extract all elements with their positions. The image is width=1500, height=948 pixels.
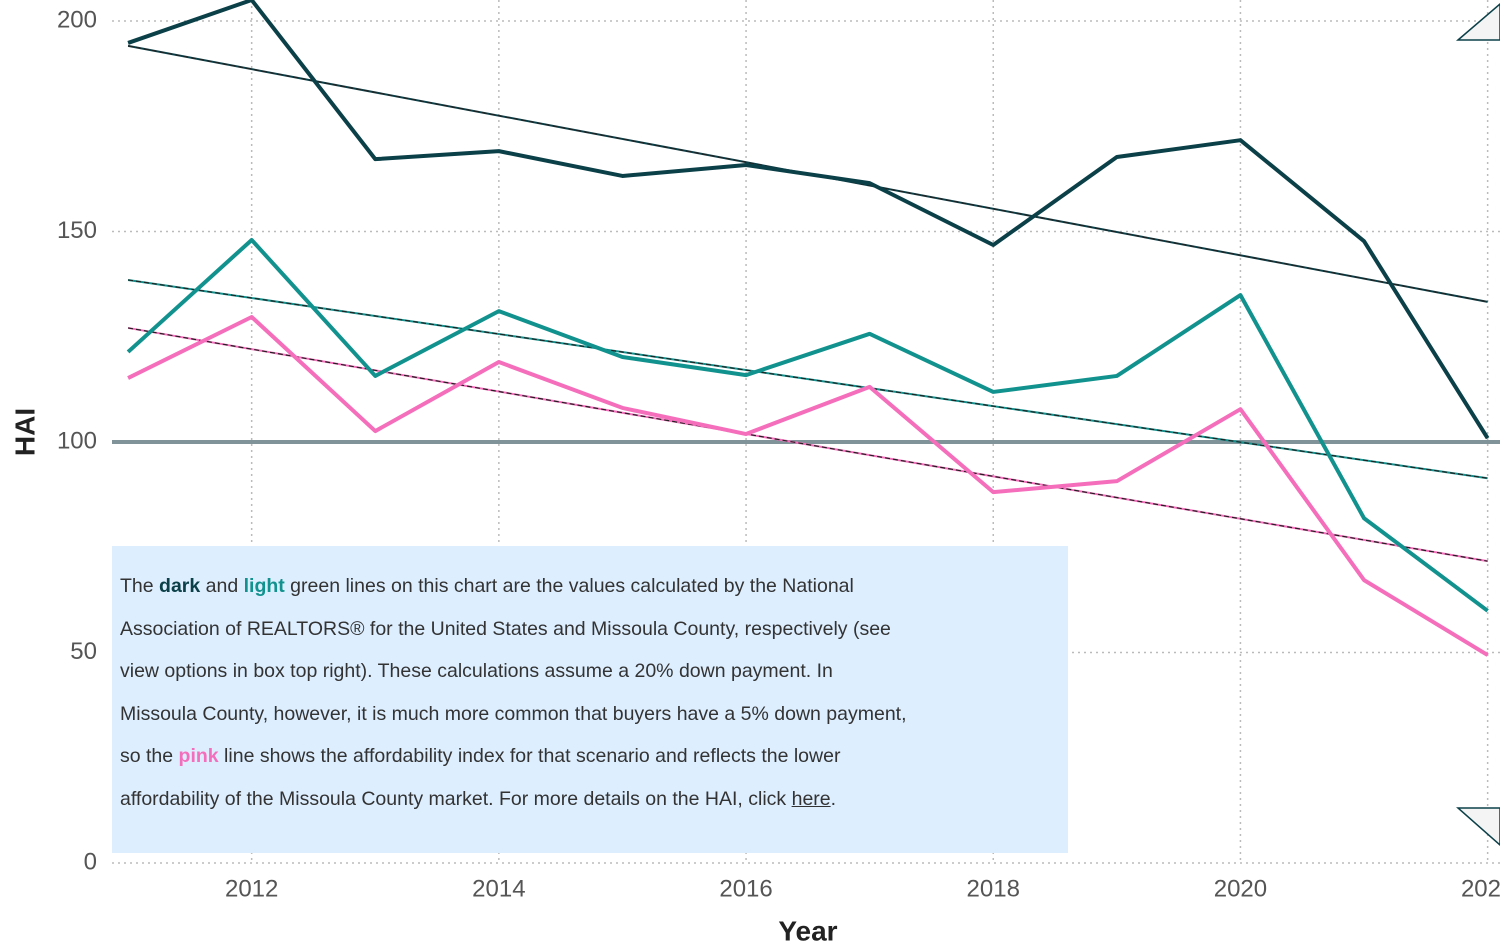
annotation-line: The dark and light green lines on this c… xyxy=(120,565,1068,608)
annotation-line: view options in box top right). These ca… xyxy=(120,650,1068,693)
trend-line-dash xyxy=(127,279,1488,479)
text: so the xyxy=(120,745,179,767)
text: view options in box top right). These ca… xyxy=(120,660,833,682)
trend-line xyxy=(127,278,1488,480)
x-tick-label: 2014 xyxy=(472,875,525,902)
trend-line-dash xyxy=(127,327,1488,562)
text: green lines on this chart are the values… xyxy=(284,575,854,597)
text: . xyxy=(830,787,837,810)
y-tick-label: 0 xyxy=(84,848,97,875)
text: Missoula County, however, it is much mor… xyxy=(120,702,907,725)
data-line xyxy=(126,237,1489,613)
text: Association of REALTORS® for the United … xyxy=(120,617,891,640)
data-line xyxy=(127,0,1490,440)
text: pink xyxy=(178,745,219,767)
text: affordability of the Missoula County mar… xyxy=(120,787,792,810)
text: The xyxy=(120,575,160,597)
text: line shows the affordability index for t… xyxy=(218,745,841,767)
y-tick-label: 200 xyxy=(57,6,97,33)
scroll-up-arrow[interactable] xyxy=(1455,3,1500,41)
y-axis-label: HAI xyxy=(9,408,40,456)
scroll-down-arrow[interactable] xyxy=(1456,807,1500,846)
x-tick-label: 2016 xyxy=(719,875,772,902)
text: dark xyxy=(159,575,201,597)
annotation-box: The dark and light green lines on this c… xyxy=(112,546,1068,853)
annotation-line: affordability of the Missoula County mar… xyxy=(120,778,1068,821)
x-tick-label: 2012 xyxy=(225,875,278,902)
text: and xyxy=(200,575,244,597)
y-tick-label: 50 xyxy=(70,638,97,665)
annotation-line: so the pink line shows the affordability… xyxy=(120,735,1068,778)
text: light xyxy=(243,575,285,597)
link[interactable]: here xyxy=(791,787,831,810)
x-tick-label: 2022 xyxy=(1461,875,1500,902)
y-tick-label: 100 xyxy=(57,427,97,454)
x-axis-label: Year xyxy=(778,915,837,946)
x-tick-label: 2020 xyxy=(1214,875,1267,902)
x-tick-label: 2018 xyxy=(967,875,1020,902)
annotation-line: Association of REALTORS® for the United … xyxy=(120,608,1068,651)
y-tick-label: 150 xyxy=(57,217,97,244)
data-line xyxy=(127,314,1489,657)
annotation-line: Missoula County, however, it is much mor… xyxy=(120,693,1068,736)
